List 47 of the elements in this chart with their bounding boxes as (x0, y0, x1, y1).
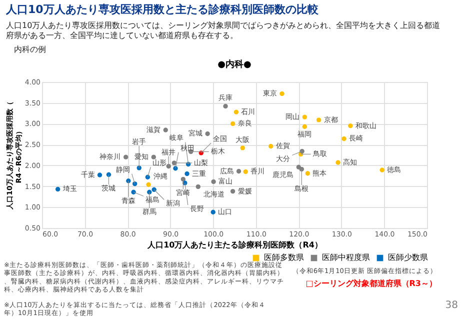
point (211, 179, 216, 184)
point (234, 110, 239, 114)
point (97, 172, 102, 178)
point (342, 136, 346, 142)
point (268, 144, 274, 149)
point (210, 210, 216, 214)
legend-label: 医師中程度県 (322, 253, 370, 262)
point (280, 91, 284, 96)
point (230, 188, 236, 194)
point (166, 164, 171, 169)
point (230, 121, 236, 126)
point (163, 128, 168, 132)
point (302, 114, 307, 120)
point (196, 184, 200, 190)
point (147, 190, 152, 194)
point (152, 187, 156, 192)
text: ●内科● (218, 59, 252, 70)
point (146, 182, 151, 187)
point (131, 190, 136, 194)
point (316, 118, 322, 122)
point (336, 160, 340, 165)
point (205, 131, 210, 136)
point (302, 124, 307, 129)
point (380, 168, 384, 172)
text: 38 (445, 300, 458, 311)
chart-subtitle: 人口10万人あたり専攻医採用数については、シーリング対象県間でばらつきがみとめられ、全国平均を大きく上回る都道府県がある一方、全国平均に達していない都道府県も存在する。 (6, 21, 440, 40)
point (299, 166, 304, 172)
point (236, 168, 242, 174)
point (223, 104, 228, 109)
point (151, 154, 156, 160)
point (348, 123, 353, 128)
point (184, 171, 190, 176)
legend-label: 医師少数県 (388, 253, 428, 262)
point (305, 171, 310, 176)
point (243, 169, 248, 174)
x-axis-title: 人口10万人あたり主たる診療科別医師数（R4） (146, 240, 322, 250)
point (126, 178, 131, 184)
point (132, 181, 138, 186)
legend-label: 医師多数県 (264, 253, 304, 262)
chart-title: 人口10万人あたり専攻医採用数と主たる診療科別医師数の比較 (5, 3, 320, 16)
point (55, 186, 60, 192)
point (136, 166, 142, 170)
point (240, 146, 245, 150)
text: 内科の例 (14, 45, 46, 54)
point (124, 154, 128, 160)
text: □シーリング対象都道府県（R3～） (306, 278, 437, 288)
point (145, 174, 150, 180)
